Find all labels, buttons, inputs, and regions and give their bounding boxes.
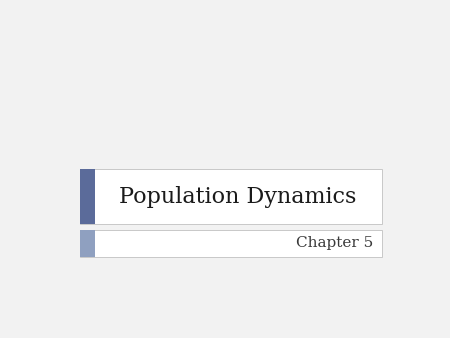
- Bar: [80, 230, 94, 257]
- Bar: [80, 169, 94, 224]
- Bar: [80, 230, 382, 257]
- Text: Population Dynamics: Population Dynamics: [119, 186, 357, 208]
- Bar: [80, 169, 382, 224]
- Text: Chapter 5: Chapter 5: [296, 237, 373, 250]
